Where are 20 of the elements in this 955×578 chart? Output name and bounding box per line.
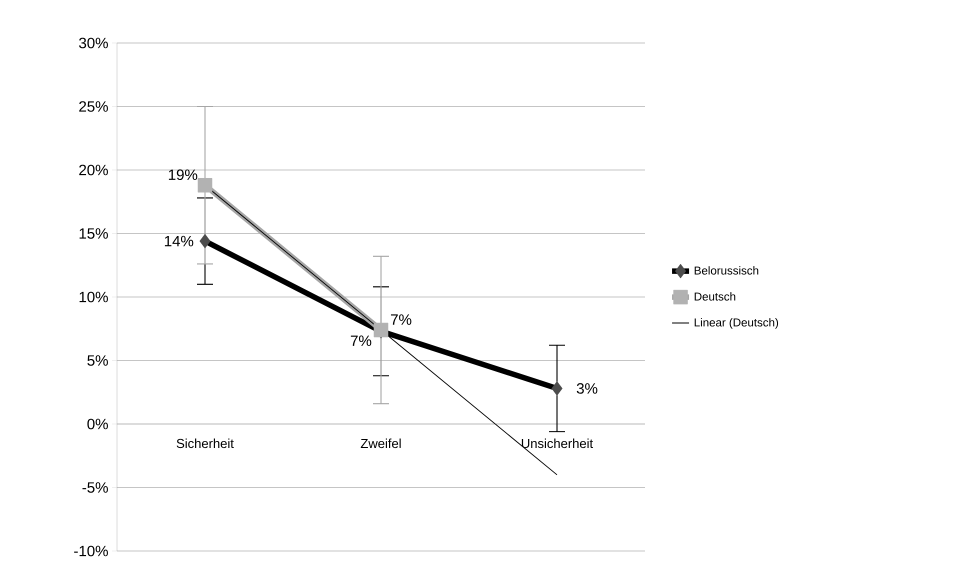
data-label: 19% xyxy=(168,169,198,180)
y-tick-label: -10% xyxy=(74,546,108,556)
x-tick-label: Unsicherheit xyxy=(522,438,594,448)
y-tick-label: 0% xyxy=(87,418,108,430)
x-tick-label: Zweifel xyxy=(360,438,401,448)
data-label: 7% xyxy=(390,314,412,325)
data-label: 14% xyxy=(164,236,194,246)
legend-label: Belorussisch xyxy=(694,266,758,275)
y-tick-label: 30% xyxy=(79,38,108,48)
y-tick-label: 5% xyxy=(87,355,108,366)
legend-label: Linear (Deutsch) xyxy=(694,318,778,329)
y-tick-label: 10% xyxy=(80,292,108,302)
data-label: 7% xyxy=(350,335,372,346)
x-tick-label: Sicherheit xyxy=(176,438,234,448)
y-tick-label: 25% xyxy=(79,101,108,112)
y-tick-label: 15% xyxy=(80,228,108,239)
y-tick-label: -5% xyxy=(82,482,108,493)
data-label: 3% xyxy=(576,383,598,394)
legend-label: Deutsch xyxy=(694,292,736,301)
y-tick-label: 20% xyxy=(79,164,108,176)
